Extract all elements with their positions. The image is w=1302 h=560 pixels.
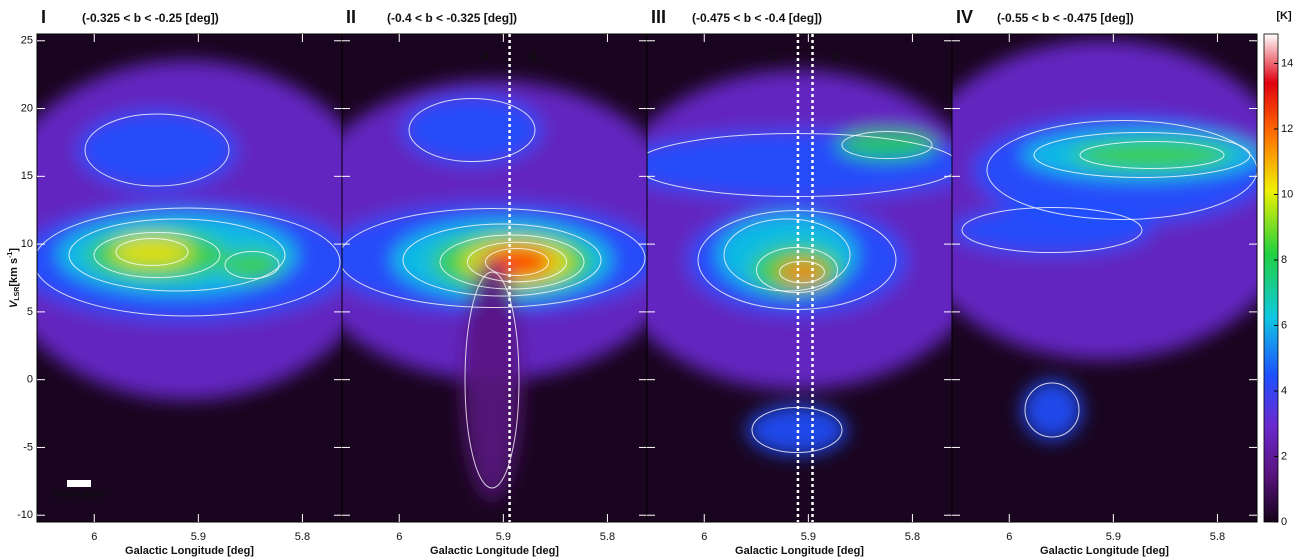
- colorbar-tick-label: 0: [1281, 516, 1287, 528]
- contour: [1079, 141, 1225, 169]
- x-tick-label: 5.8: [600, 531, 615, 543]
- emission-blob: [837, 130, 937, 160]
- x-tick-label: 5.8: [1210, 531, 1225, 543]
- emission-blob: [1022, 380, 1082, 440]
- contour: [1033, 132, 1251, 178]
- panel-title: (-0.475 < b < -0.4 [deg]): [692, 11, 822, 25]
- contour: [115, 238, 189, 266]
- colorbar-label: [K]: [1276, 10, 1292, 22]
- panel: [37, 34, 342, 522]
- x-axis-label: Galactic Longitude [deg]: [430, 545, 559, 557]
- y-axis-label-part: V: [8, 299, 20, 308]
- panel-number: I: [41, 7, 46, 27]
- contour: [224, 251, 280, 279]
- contour: [402, 223, 602, 297]
- emission-blob: [462, 260, 522, 500]
- panel-title: (-0.55 < b < -0.475 [deg]): [997, 11, 1134, 25]
- panel: [952, 34, 1257, 522]
- x-tick-label: 5.9: [496, 531, 511, 543]
- contour: [961, 207, 1143, 253]
- colorbar-tick-label: 10: [1281, 188, 1293, 200]
- y-tick-label: 25: [21, 35, 33, 47]
- y-tick-label: 10: [21, 238, 33, 250]
- x-tick-label: 6: [701, 531, 707, 543]
- x-tick-label: 5.9: [191, 531, 206, 543]
- colorbar-tick-label: 2: [1281, 450, 1287, 462]
- annotation: D: [833, 51, 841, 63]
- contour: [986, 120, 1257, 220]
- y-tick-label: -10: [17, 509, 33, 521]
- contour: [1024, 382, 1080, 438]
- annotation: resolution: [52, 488, 105, 500]
- emission-blob: [777, 260, 827, 284]
- contour: [485, 248, 549, 276]
- contour: [408, 98, 536, 162]
- colorbar-tick-label: 6: [1281, 319, 1287, 331]
- colorbar-tick-label: 8: [1281, 254, 1287, 266]
- contour: [841, 131, 933, 159]
- y-axis-label: VLSR[km s-1]: [7, 248, 21, 308]
- contour: [464, 271, 520, 489]
- contour: [93, 232, 221, 278]
- emission-blob: [112, 237, 192, 267]
- colorbar: [1263, 33, 1279, 523]
- x-tick-label: 6: [396, 531, 402, 543]
- emission-blob: [1072, 140, 1232, 170]
- y-tick-label: 20: [21, 102, 33, 114]
- contour: [723, 218, 851, 292]
- contour: [84, 113, 230, 187]
- emission: [37, 60, 342, 400]
- x-tick-label: 6: [1006, 531, 1012, 543]
- panel-title: (-0.4 < b < -0.325 [deg]): [387, 11, 517, 25]
- panel: [342, 34, 647, 522]
- panel: [647, 34, 952, 522]
- y-axis-label-part: [km s: [8, 258, 20, 287]
- y-tick-label: -5: [23, 441, 33, 453]
- panel-frame: [951, 33, 1258, 523]
- x-axis-label: Galactic Longitude [deg]: [125, 545, 254, 557]
- y-tick-label: 5: [27, 306, 33, 318]
- panel-title: (-0.325 < b < -0.25 [deg]): [82, 11, 219, 25]
- emission: [952, 40, 1257, 440]
- contour: [779, 260, 825, 284]
- x-axis-label: Galactic Longitude [deg]: [735, 545, 864, 557]
- panel-number: III: [651, 7, 666, 27]
- resolution-bar: [67, 480, 91, 487]
- y-axis-label-part: -1: [7, 252, 14, 258]
- x-tick-label: 5.9: [801, 531, 816, 543]
- panel-number: IV: [956, 7, 973, 27]
- annotation: C: [770, 51, 778, 63]
- x-tick-label: 6: [91, 531, 97, 543]
- emission-blob: [222, 250, 282, 280]
- emission-blob: [77, 110, 237, 190]
- x-tick-label: 5.8: [905, 531, 920, 543]
- emission-blob: [952, 205, 1152, 255]
- annotation: A: [482, 51, 490, 63]
- contour: [342, 208, 646, 308]
- panel-number: II: [346, 7, 356, 27]
- x-tick-label: 5.8: [295, 531, 310, 543]
- y-axis-label-part: ]: [8, 248, 20, 252]
- y-tick-label: 15: [21, 170, 33, 182]
- colorbar-tick-label: 12: [1281, 123, 1293, 135]
- contour: [37, 207, 341, 317]
- x-axis-label: Galactic Longitude [deg]: [1040, 545, 1169, 557]
- annotation: B: [530, 51, 538, 63]
- emission: [647, 70, 952, 455]
- contour: [439, 234, 585, 290]
- contour: [68, 218, 286, 292]
- colorbar-tick-label: 14: [1281, 57, 1293, 69]
- contour: [467, 241, 567, 283]
- y-axis-label-part: LSR: [14, 287, 21, 301]
- emission-blob: [402, 95, 542, 165]
- x-tick-label: 5.9: [1106, 531, 1121, 543]
- y-tick-label: 0: [27, 374, 33, 386]
- colorbar-tick-label: 4: [1281, 385, 1287, 397]
